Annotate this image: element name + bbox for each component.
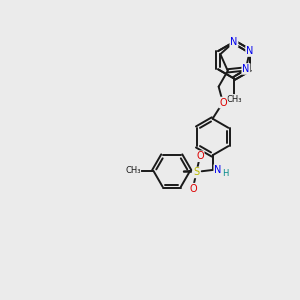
Text: N: N — [230, 37, 238, 47]
Text: S: S — [193, 167, 200, 177]
Text: O: O — [219, 98, 227, 107]
Text: N: N — [214, 165, 222, 175]
Text: O: O — [196, 151, 204, 161]
Text: H: H — [222, 169, 228, 178]
Text: N: N — [246, 46, 253, 56]
Text: N: N — [242, 64, 250, 74]
Text: O: O — [189, 184, 197, 194]
Text: CH₃: CH₃ — [226, 94, 242, 103]
Text: CH₃: CH₃ — [125, 167, 141, 176]
